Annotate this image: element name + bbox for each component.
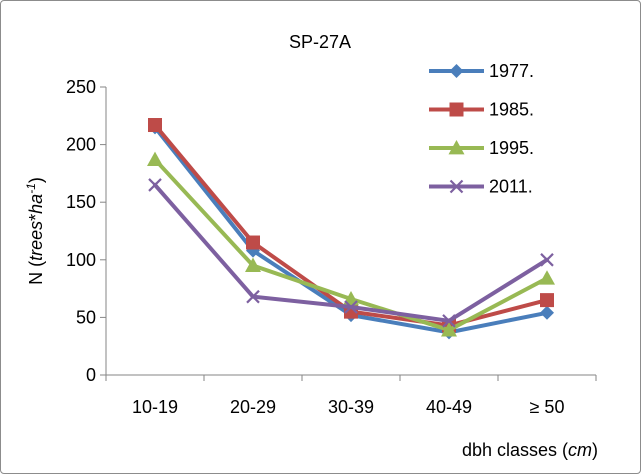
x-tick-label: 10-19 bbox=[132, 397, 178, 417]
chart-title: SP-27A bbox=[289, 32, 351, 52]
marker-stroke bbox=[449, 179, 464, 194]
data-point bbox=[147, 151, 163, 166]
y-tick-label: 0 bbox=[86, 365, 96, 385]
data-point bbox=[540, 293, 554, 308]
series-layer bbox=[147, 118, 555, 340]
legend: 1977. 1985. 1995. 2011. bbox=[429, 61, 534, 197]
legend-marker bbox=[449, 102, 464, 117]
legend-label: 2011. bbox=[489, 177, 533, 197]
data-point bbox=[148, 178, 162, 192]
data-point bbox=[245, 257, 261, 272]
marker-stroke bbox=[246, 289, 260, 304]
legend-marker bbox=[449, 64, 464, 78]
legend-item: 1995. bbox=[429, 138, 534, 158]
y-label-suffix: ) bbox=[26, 177, 46, 183]
marker-stroke bbox=[148, 178, 162, 192]
x-label-unit: cm bbox=[568, 440, 592, 460]
marker-stroke bbox=[540, 253, 554, 267]
y-label-unit: ha bbox=[26, 194, 46, 214]
legend-label: 1985. bbox=[489, 100, 534, 120]
y-axis: 0 50 100 150 200 250 bbox=[66, 77, 107, 385]
data-point bbox=[539, 270, 555, 285]
data-point bbox=[441, 322, 457, 337]
x-tick-label: 20-29 bbox=[230, 397, 276, 417]
x-tick-label: 40-49 bbox=[426, 397, 472, 417]
y-tick-label: 50 bbox=[76, 307, 96, 327]
y-label-superscript: -1 bbox=[24, 183, 38, 194]
data-point bbox=[442, 314, 456, 328]
y-label-main: trees bbox=[26, 221, 46, 261]
legend-item: 1977. bbox=[429, 61, 534, 81]
marker-stroke bbox=[344, 300, 358, 314]
legend-item: 2011. bbox=[429, 177, 533, 197]
x-axis: 10-19 20-29 30-39 40-49 ≥ 50 bbox=[105, 374, 597, 417]
legend-marker bbox=[448, 140, 465, 155]
y-label-operator: * bbox=[26, 214, 46, 221]
legend-label: 1977. bbox=[489, 61, 534, 81]
y-tick-label: 150 bbox=[66, 192, 96, 212]
legend-item: 1985. bbox=[429, 100, 534, 120]
marker-stroke bbox=[442, 314, 456, 328]
x-tick-label: ≥ 50 bbox=[530, 397, 565, 417]
x-tick-label: 30-39 bbox=[328, 397, 374, 417]
data-point bbox=[540, 305, 554, 320]
data-point bbox=[246, 235, 260, 250]
x-axis-label: dbh classes (cm) bbox=[462, 440, 598, 460]
x-label-prefix: dbh classes ( bbox=[462, 440, 568, 460]
y-tick-label: 200 bbox=[66, 135, 96, 155]
legend-marker bbox=[449, 179, 464, 194]
y-label-prefix: N ( bbox=[26, 261, 46, 285]
x-label-suffix: ) bbox=[592, 440, 598, 460]
data-point bbox=[246, 289, 260, 304]
y-axis-label: N (trees*ha-1) bbox=[24, 177, 46, 285]
legend-label: 1995. bbox=[489, 138, 534, 158]
data-point bbox=[540, 253, 554, 267]
data-point bbox=[344, 300, 358, 314]
data-point bbox=[148, 118, 162, 133]
y-tick-label: 100 bbox=[66, 250, 96, 270]
series-2011 bbox=[148, 178, 554, 328]
y-tick-label: 250 bbox=[66, 77, 96, 97]
